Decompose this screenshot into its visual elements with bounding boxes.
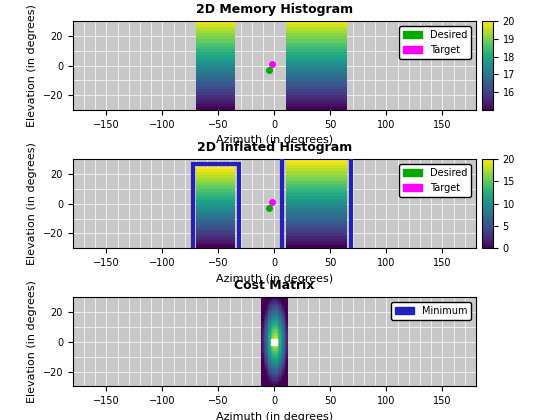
Legend: Minimum: Minimum <box>391 302 471 320</box>
Y-axis label: Elevation (in degrees): Elevation (in degrees) <box>27 142 37 265</box>
Title: 2D Memory Histogram: 2D Memory Histogram <box>196 3 353 16</box>
X-axis label: Azimuth (in degrees): Azimuth (in degrees) <box>216 273 333 284</box>
Legend: Desired, Target: Desired, Target <box>399 164 471 197</box>
Y-axis label: Elevation (in degrees): Elevation (in degrees) <box>27 281 37 403</box>
Y-axis label: Elevation (in degrees): Elevation (in degrees) <box>27 4 37 127</box>
Bar <box>193 164 239 251</box>
X-axis label: Azimuth (in degrees): Azimuth (in degrees) <box>216 135 333 145</box>
Legend: Desired, Target: Desired, Target <box>399 26 471 58</box>
X-axis label: Azimuth (in degrees): Azimuth (in degrees) <box>216 412 333 420</box>
Title: Cost Matrix: Cost Matrix <box>234 279 315 292</box>
Bar <box>282 156 351 251</box>
Title: 2D Inflated Histogram: 2D Inflated Histogram <box>197 141 352 154</box>
